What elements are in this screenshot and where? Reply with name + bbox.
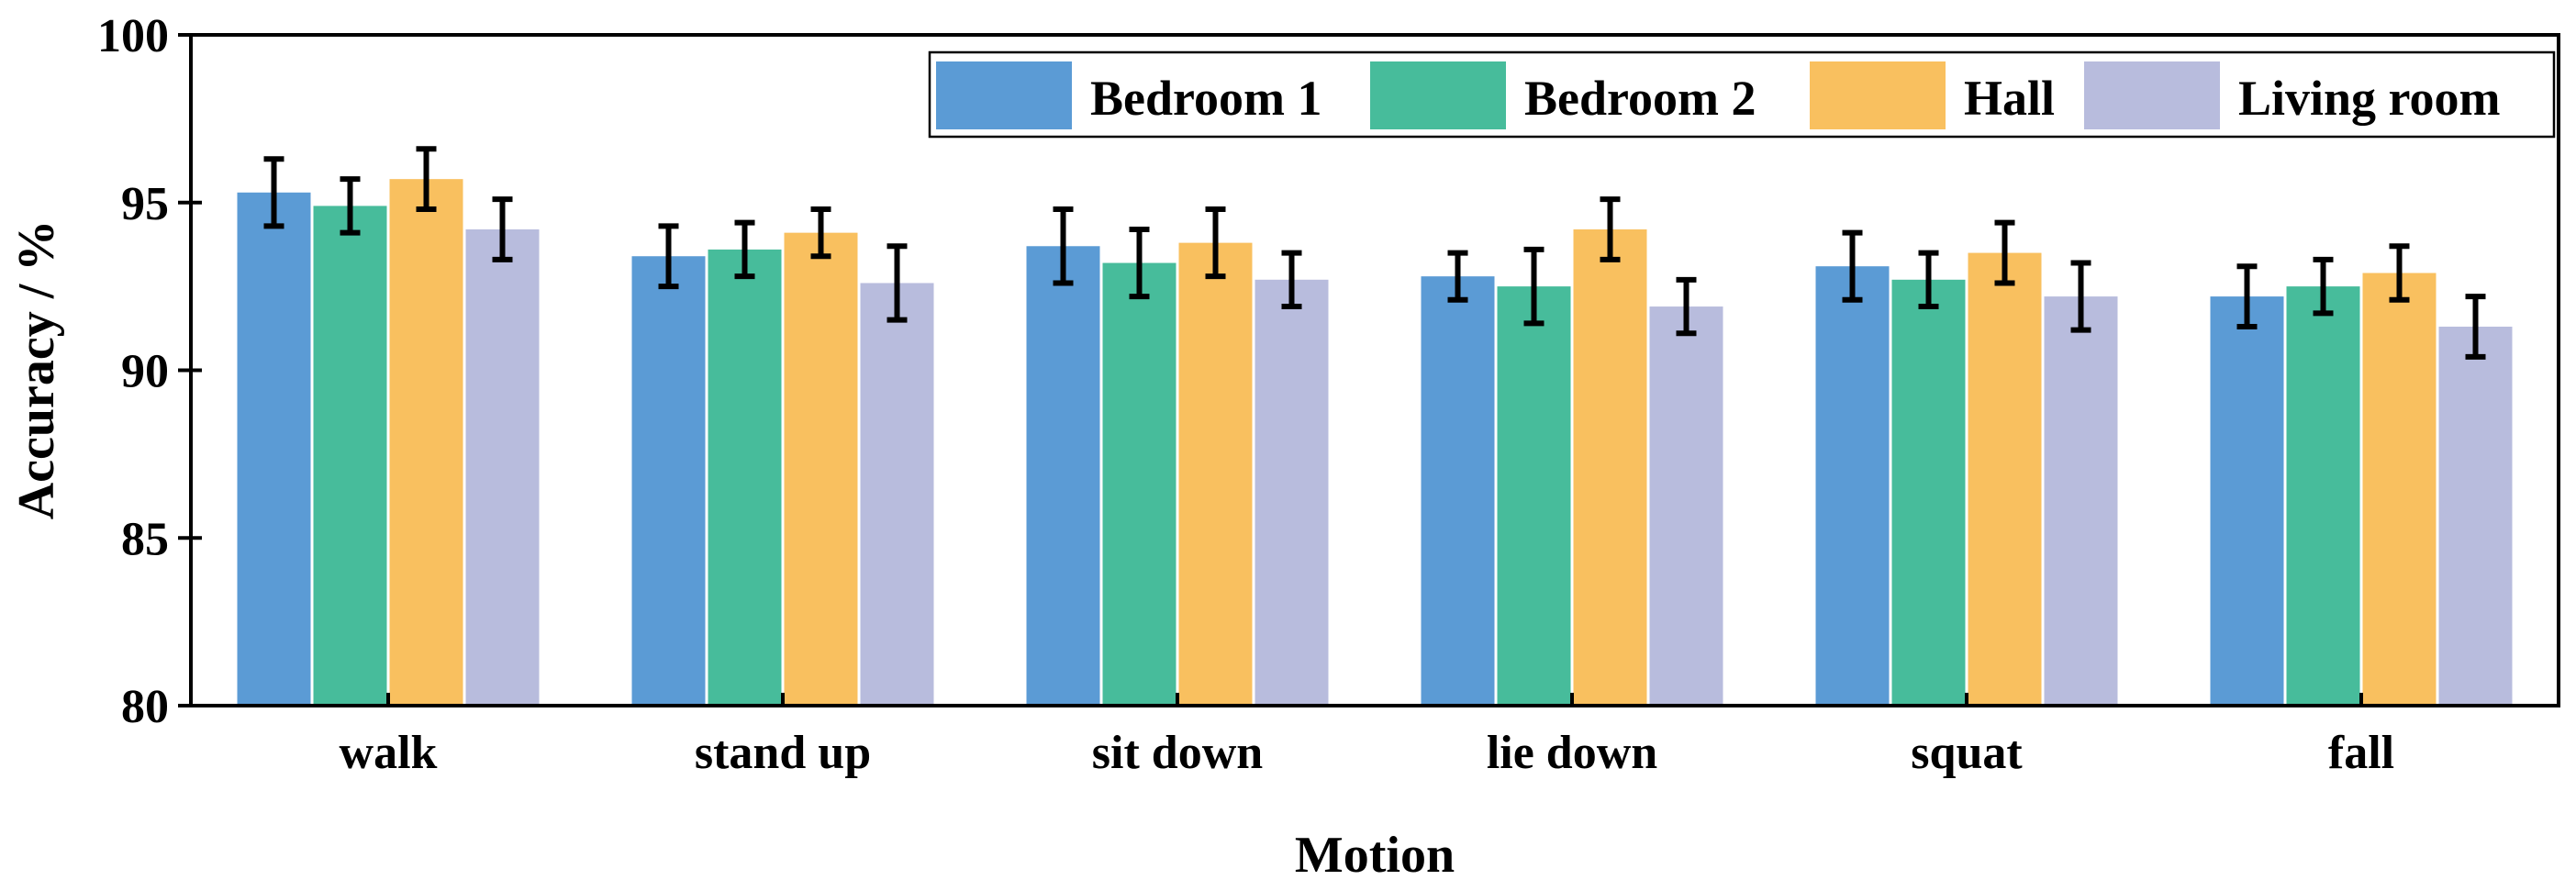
x-tick-label: squat: [1911, 727, 2023, 779]
bar: [631, 256, 706, 706]
legend-label: Bedroom 1: [1090, 71, 1322, 126]
y-tick-label: 80: [121, 681, 169, 733]
error-bar: [1676, 276, 1697, 337]
error-bar: [1205, 206, 1226, 280]
x-tick-label: walk: [340, 727, 438, 779]
bar: [1649, 306, 1723, 706]
bar: [1026, 246, 1100, 706]
x-tick-label: lie down: [1487, 727, 1657, 779]
bar: [1968, 252, 2042, 706]
legend-frame: [928, 50, 2556, 139]
x-axis-title: Motion: [1295, 827, 1455, 884]
bar: [2286, 286, 2360, 706]
legend-swatch: [2084, 61, 2220, 129]
bar: [237, 192, 311, 706]
legend-swatch: [936, 61, 1072, 129]
error-bar: [2313, 256, 2334, 317]
legend-item: Hall: [1810, 61, 2055, 129]
bar: [860, 283, 934, 706]
bar: [1891, 279, 1966, 706]
y-tick-label: 100: [97, 10, 169, 62]
bar: [1178, 242, 1253, 706]
y-tick-label: 85: [121, 513, 169, 565]
error-bar: [1129, 226, 1150, 300]
error-bar: [2389, 243, 2410, 303]
error-bar: [887, 243, 908, 323]
bar: [1421, 276, 1495, 706]
error-bar: [1447, 250, 1468, 303]
legend-swatch: [1370, 61, 1506, 129]
error-bar: [1842, 229, 1863, 303]
bar: [1255, 279, 1329, 706]
legend-item: Living room: [2084, 61, 2501, 129]
error-bars-layer: [263, 146, 2486, 360]
bar: [2362, 273, 2437, 706]
error-bar: [1523, 246, 1544, 327]
bar: [1573, 228, 1647, 707]
legend-item: Bedroom 1: [936, 61, 1322, 129]
legend: Bedroom 1 Bedroom 2 Hall Living room: [928, 50, 2556, 139]
legend-swatch: [1810, 61, 1946, 129]
y-tick-label: 95: [121, 178, 169, 230]
bar: [2438, 326, 2513, 706]
error-bar: [810, 206, 831, 260]
error-bar: [1918, 250, 1939, 310]
error-bar: [1600, 196, 1621, 262]
x-tick-label: sit down: [1092, 727, 1263, 779]
legend-item: Bedroom 2: [1370, 61, 1756, 129]
error-bar: [416, 146, 437, 213]
bar: [1497, 286, 1571, 706]
x-tick-label: stand up: [695, 727, 871, 779]
error-bar: [340, 176, 361, 236]
bar: [784, 232, 858, 706]
bars-layer: [237, 179, 2513, 707]
error-bar: [658, 223, 679, 290]
bar: [389, 179, 463, 707]
error-bar: [1053, 206, 1074, 286]
y-tick-label: 90: [121, 346, 169, 398]
bar: [2044, 296, 2118, 706]
error-bar: [1281, 250, 1302, 310]
error-bar: [2465, 294, 2486, 360]
error-bar: [2236, 263, 2258, 329]
bar: [313, 206, 387, 706]
error-bar: [2070, 260, 2091, 333]
error-bar: [734, 219, 755, 280]
y-axis-title: Accuracy / %: [8, 220, 65, 520]
x-tick-label: fall: [2328, 727, 2394, 779]
error-bar: [492, 196, 513, 262]
error-bar: [1994, 219, 2015, 286]
error-bar: [263, 156, 284, 229]
ticks-layer: walk stand up sit down lie down squat fall 80 8…: [97, 10, 2394, 779]
bar: [1815, 266, 1890, 706]
bar: [2210, 296, 2284, 706]
bar: [708, 249, 782, 706]
bar: [465, 228, 540, 707]
bar: [1102, 262, 1176, 706]
legend-label: Living room: [2238, 71, 2501, 126]
legend-label: Bedroom 2: [1524, 71, 1756, 126]
legend-label: Hall: [1964, 71, 2055, 126]
